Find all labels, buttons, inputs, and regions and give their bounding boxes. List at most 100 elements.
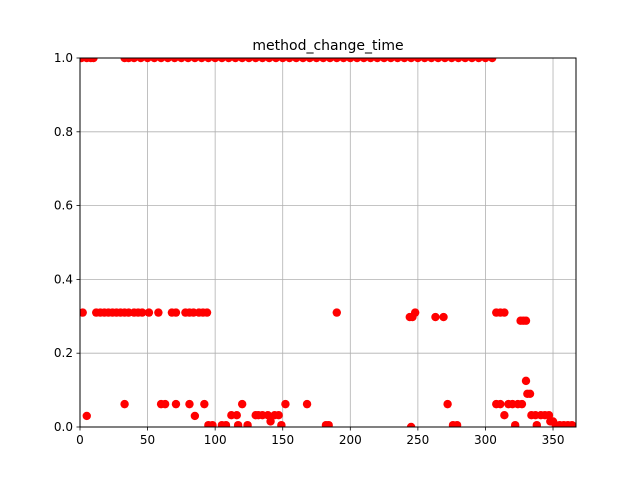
data-point	[266, 417, 275, 426]
y-tick-label: 0.2	[54, 346, 73, 360]
data-points	[80, 58, 576, 427]
data-point	[170, 58, 179, 63]
data-point	[163, 58, 173, 63]
x-tick-label: 300	[474, 433, 497, 447]
data-point	[204, 58, 213, 63]
y-tick-label: 0.8	[54, 125, 73, 139]
data-point	[185, 399, 194, 409]
data-point	[144, 308, 154, 317]
data-point	[160, 399, 170, 409]
data-point	[410, 308, 420, 317]
x-tick-label: 50	[140, 433, 155, 447]
data-point	[237, 399, 247, 409]
data-point	[312, 58, 321, 63]
data-point	[80, 308, 87, 317]
data-point	[89, 58, 98, 63]
data-point	[258, 58, 267, 63]
data-point	[427, 58, 436, 63]
x-tick-label: 350	[542, 433, 565, 447]
data-point	[298, 58, 308, 63]
data-point	[532, 420, 542, 427]
plot-frame	[79, 57, 577, 428]
data-point	[352, 58, 362, 63]
x-tick-label: 0	[76, 433, 84, 447]
data-point	[277, 420, 286, 427]
data-point	[481, 58, 490, 63]
data-point	[143, 58, 152, 63]
data-point	[156, 58, 166, 63]
data-point	[346, 58, 355, 63]
data-point	[232, 410, 241, 420]
data-point	[200, 399, 209, 409]
data-point	[208, 420, 217, 427]
data-point	[324, 420, 333, 427]
data-point	[431, 312, 440, 322]
data-point	[570, 422, 576, 427]
data-point	[171, 399, 181, 409]
chart-title: method_change_time	[252, 38, 403, 54]
data-point	[525, 389, 535, 398]
data-point	[243, 420, 252, 427]
data-point	[521, 376, 531, 386]
data-point	[420, 58, 429, 63]
data-point	[447, 58, 456, 63]
y-tick-label: 0.6	[54, 199, 73, 213]
data-point	[237, 58, 247, 63]
data-point	[292, 58, 301, 63]
data-point	[82, 411, 91, 421]
data-point	[467, 58, 477, 63]
data-point	[190, 411, 200, 421]
data-point	[332, 308, 341, 317]
data-point	[439, 312, 448, 322]
data-point	[183, 58, 193, 63]
data-point	[454, 58, 463, 63]
data-point	[332, 58, 341, 63]
data-point	[281, 399, 290, 409]
data-point	[136, 58, 146, 63]
data-point	[177, 58, 186, 63]
data-point	[413, 58, 423, 63]
data-point	[271, 58, 281, 63]
data-point	[406, 422, 416, 427]
data-point	[190, 58, 200, 63]
data-point	[400, 58, 409, 63]
data-point	[251, 58, 260, 63]
data-point	[406, 58, 416, 63]
data-point	[379, 58, 389, 63]
data-point	[233, 420, 243, 427]
data-point	[274, 410, 283, 420]
y-tick-label: 0.4	[54, 272, 73, 286]
data-point	[244, 58, 254, 63]
data-point	[302, 399, 312, 409]
data-point	[285, 58, 294, 63]
data-point	[278, 58, 287, 63]
data-point	[443, 399, 452, 409]
data-point	[500, 410, 509, 420]
data-point	[197, 58, 206, 63]
data-point	[325, 58, 335, 63]
data-point	[510, 420, 520, 427]
data-point	[319, 58, 328, 63]
data-point	[440, 58, 450, 63]
data-point	[217, 58, 227, 63]
data-point	[339, 58, 348, 63]
y-tick-label: 0.0	[54, 420, 73, 434]
data-point	[452, 420, 462, 427]
data-point	[386, 58, 396, 63]
data-point	[517, 399, 527, 409]
data-point	[154, 308, 163, 317]
data-point	[202, 308, 212, 317]
data-point	[500, 308, 509, 317]
data-point	[231, 58, 240, 63]
data-point	[488, 58, 497, 63]
y-tick-label: 1.0	[54, 51, 73, 65]
data-point	[544, 410, 554, 420]
data-point	[359, 58, 369, 63]
data-point	[521, 316, 531, 325]
y-axis: 0.0 0.2 0.4 0.6 0.8 1.0	[54, 51, 80, 434]
x-tick-label: 250	[406, 433, 429, 447]
data-point	[221, 420, 231, 427]
data-point	[224, 58, 233, 63]
